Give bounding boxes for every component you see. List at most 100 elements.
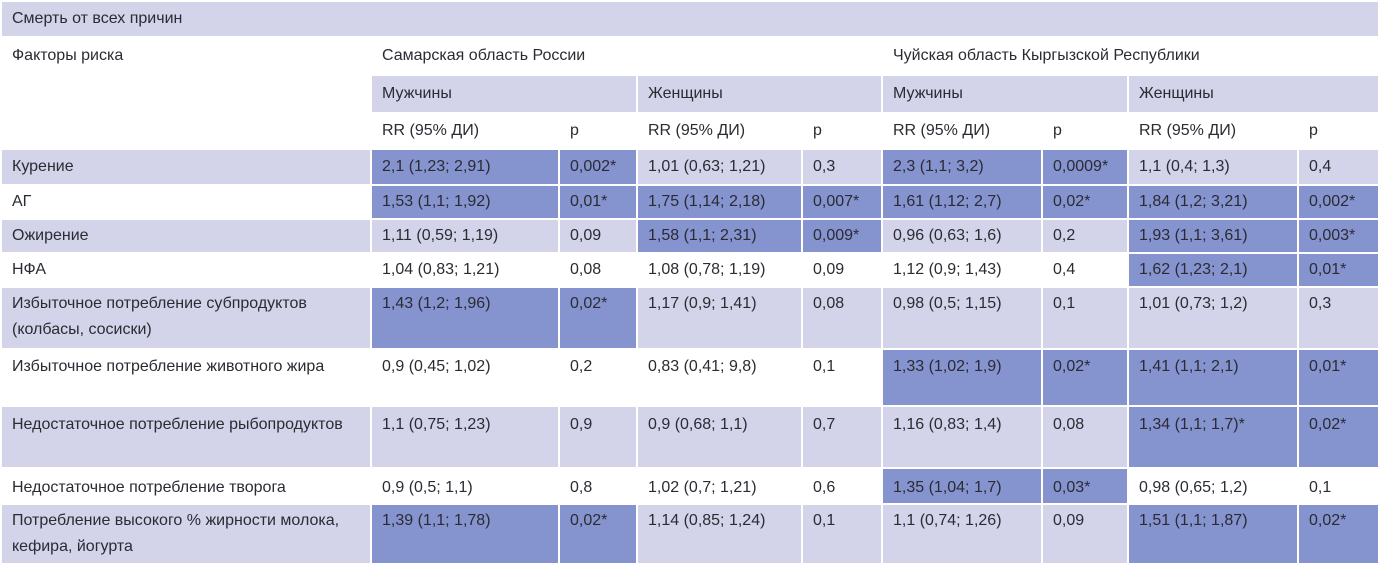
p-value-cell: 0,1: [1296, 467, 1378, 505]
rr-column-header: RR (95% ДИ): [370, 112, 560, 150]
p-value-cell: 0,2: [558, 348, 638, 407]
rr-value-cell: 1,84 (1,2; 3,21): [1127, 184, 1299, 220]
table-row: АГ 1,53 (1,1; 1,92) 0,01* 1,75 (1,14; 2,18)…: [0, 184, 1378, 220]
p-value-cell: 0,01*: [558, 184, 638, 220]
rr-value-cell: 1,12 (0,9; 1,43): [881, 252, 1043, 288]
rr-value-cell: 1,53 (1,1; 1,92): [370, 184, 560, 220]
p-value-cell: 0,009*: [801, 218, 883, 254]
risk-factor-cell: Недостаточное потребление рыбопродуктов: [0, 405, 372, 469]
risk-factor-cell: Ожирение: [0, 218, 372, 254]
table-row: Курение 2,1 (1,23; 2,91) 0,002* 1,01 (0,63;…: [0, 148, 1378, 186]
p-value-cell: 0,02*: [558, 503, 638, 565]
rr-column-header: RR (95% ДИ): [1127, 112, 1299, 150]
table-row: Недостаточное потребление рыбопродуктов 1…: [0, 405, 1378, 469]
rr-value-cell: 1,43 (1,2; 1,96): [370, 286, 560, 350]
p-value-cell: 0,8: [558, 467, 638, 505]
rr-value-cell: 1,02 (0,7; 1,21): [636, 467, 803, 505]
rr-value-cell: 1,1 (0,4; 1,3): [1127, 148, 1299, 186]
risk-factor-cell: Избыточное потребление субпродуктов (кол…: [0, 286, 372, 350]
sex-header-men: Мужчины: [881, 74, 1129, 114]
p-value-cell: 0,1: [801, 503, 883, 565]
rr-column-header: RR (95% ДИ): [881, 112, 1043, 150]
p-value-cell: 0,02*: [1296, 405, 1378, 469]
rr-value-cell: 1,01 (0,73; 1,2): [1127, 286, 1299, 350]
p-value-cell: 0,003*: [1296, 218, 1378, 254]
p-column-header: р: [801, 112, 883, 150]
p-value-cell: 0,002*: [1296, 184, 1378, 220]
table-title: Смерть от всех причин: [0, 0, 1378, 38]
rr-value-cell: 0,83 (0,41; 9,8): [636, 348, 803, 407]
table-row: НФА 1,04 (0,83; 1,21) 0,08 1,08 (0,78; 1,19…: [0, 252, 1378, 288]
rr-value-cell: 0,98 (0,5; 1,15): [881, 286, 1043, 350]
rr-value-cell: 1,75 (1,14; 2,18): [636, 184, 803, 220]
rr-value-cell: 0,98 (0,65; 1,2): [1127, 467, 1299, 505]
p-column-header: р: [1041, 112, 1129, 150]
risk-factor-cell: АГ: [0, 184, 372, 220]
rr-value-cell: 1,93 (1,1; 3,61): [1127, 218, 1299, 254]
risk-factor-cell: Курение: [0, 148, 372, 186]
p-value-cell: 0,02*: [1041, 348, 1129, 407]
p-value-cell: 0,02*: [1041, 184, 1129, 220]
rr-value-cell: 2,3 (1,1; 3,2): [881, 148, 1043, 186]
p-value-cell: 0,002*: [558, 148, 638, 186]
p-column-header: р: [1296, 112, 1378, 150]
rr-value-cell: 1,11 (0,59; 1,19): [370, 218, 560, 254]
rr-value-cell: 1,14 (0,85; 1,24): [636, 503, 803, 565]
rr-value-cell: 1,62 (1,23; 2,1): [1127, 252, 1299, 288]
sex-header-men: Мужчины: [370, 74, 638, 114]
p-value-cell: 0,0009*: [1041, 148, 1129, 186]
rr-value-cell: 1,34 (1,1; 1,7)*: [1127, 405, 1299, 469]
rr-value-cell: 1,58 (1,1; 2,31): [636, 218, 803, 254]
p-value-cell: 0,4: [1296, 148, 1378, 186]
rr-value-cell: 1,41 (1,1; 2,1): [1127, 348, 1299, 407]
p-value-cell: 0,1: [1041, 286, 1129, 350]
p-value-cell: 0,1: [801, 348, 883, 407]
rr-value-cell: 1,08 (0,78; 1,19): [636, 252, 803, 288]
p-value-cell: 0,09: [1041, 503, 1129, 565]
p-value-cell: 0,09: [801, 252, 883, 288]
p-value-cell: 0,4: [1041, 252, 1129, 288]
rr-value-cell: 1,1 (0,75; 1,23): [370, 405, 560, 469]
factor-column-header: Факторы риска: [0, 36, 372, 150]
table-row: Недостаточное потребление творога 0,9 (0,…: [0, 467, 1378, 505]
p-value-cell: 0,09: [558, 218, 638, 254]
rr-value-cell: 1,51 (1,1; 1,87): [1127, 503, 1299, 565]
risk-factor-cell: Избыточное потребление животного жира: [0, 348, 372, 407]
p-value-cell: 0,02*: [558, 286, 638, 350]
rr-column-header: RR (95% ДИ): [636, 112, 803, 150]
table-row: Ожирение 1,11 (0,59; 1,19) 0,09 1,58 (1,1; …: [0, 218, 1378, 254]
rr-value-cell: 1,1 (0,74; 1,26): [881, 503, 1043, 565]
p-value-cell: 0,01*: [1296, 348, 1378, 407]
p-value-cell: 0,08: [801, 286, 883, 350]
table-row: Потребление высокого % жирности молока, …: [0, 503, 1378, 565]
rr-value-cell: 1,61 (1,12; 2,7): [881, 184, 1043, 220]
p-value-cell: 0,6: [801, 467, 883, 505]
risk-factor-cell: Потребление высокого % жирности молока, …: [0, 503, 372, 565]
rr-value-cell: 0,96 (0,63; 1,6): [881, 218, 1043, 254]
p-value-cell: 0,3: [801, 148, 883, 186]
p-value-cell: 0,02*: [1296, 503, 1378, 565]
p-value-cell: 0,2: [1041, 218, 1129, 254]
p-value-cell: 0,01*: [1296, 252, 1378, 288]
rr-value-cell: 2,1 (1,23; 2,91): [370, 148, 560, 186]
rr-value-cell: 1,01 (0,63; 1,21): [636, 148, 803, 186]
rr-value-cell: 0,9 (0,5; 1,1): [370, 467, 560, 505]
rr-value-cell: 1,04 (0,83; 1,21): [370, 252, 560, 288]
rr-value-cell: 1,33 (1,02; 1,9): [881, 348, 1043, 407]
p-value-cell: 0,08: [558, 252, 638, 288]
region-header-chuy: Чуйская область Кыргызской Республики: [880, 36, 1378, 76]
p-value-cell: 0,3: [1296, 286, 1378, 350]
rr-value-cell: 1,17 (0,9; 1,41): [636, 286, 803, 350]
rr-value-cell: 0,9 (0,68; 1,1): [636, 405, 803, 469]
p-column-header: р: [558, 112, 638, 150]
rr-value-cell: 0,9 (0,45; 1,02): [370, 348, 560, 407]
risk-factor-cell: Недостаточное потребление творога: [0, 467, 372, 505]
sex-header-women: Женщины: [1126, 74, 1378, 114]
rr-value-cell: 1,39 (1,1; 1,78): [370, 503, 560, 565]
p-value-cell: 0,007*: [801, 184, 883, 220]
sex-header-women: Женщины: [636, 74, 883, 114]
table-row: Избыточное потребление животного жира 0,9…: [0, 348, 1378, 407]
p-value-cell: 0,08: [1041, 405, 1129, 469]
table-row: Избыточное потребление субпродуктов (кол…: [0, 286, 1378, 350]
